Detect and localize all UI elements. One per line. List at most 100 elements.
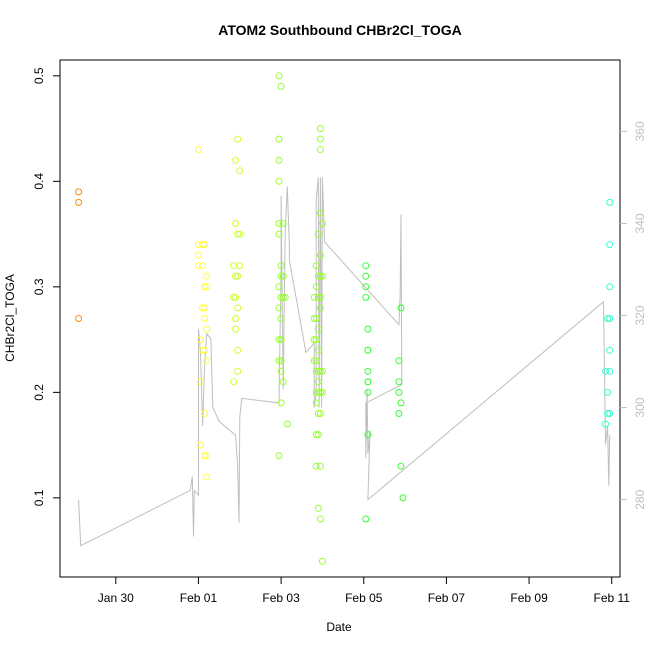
data-point	[75, 188, 83, 196]
data-point	[397, 399, 405, 407]
data-point	[318, 220, 326, 227]
data-point	[275, 156, 283, 164]
data-point	[316, 304, 324, 312]
data-point	[316, 251, 324, 259]
y-tick-label: 0.2	[32, 384, 46, 401]
y2-tick-label: 280	[633, 489, 647, 509]
data-point	[236, 167, 244, 175]
data-point	[604, 410, 612, 417]
y2-tick-label: 300	[633, 397, 647, 417]
data-point	[316, 125, 324, 133]
data-point	[312, 399, 320, 407]
data-point	[201, 304, 209, 312]
secondary-series-line	[78, 177, 611, 547]
data-point	[279, 220, 287, 227]
data-point	[279, 272, 287, 280]
data-point	[604, 388, 612, 396]
plot-frame	[59, 59, 621, 578]
secondary-series	[78, 177, 611, 547]
data-point	[199, 346, 207, 354]
data-point	[195, 262, 202, 270]
data-point	[275, 220, 283, 227]
data-point	[277, 293, 285, 301]
data-point	[275, 357, 283, 365]
data-point	[362, 283, 370, 291]
data-point	[275, 230, 283, 238]
data-point	[312, 431, 320, 439]
y-axis: 0.1 0.2 0.3 0.4 0.5	[32, 67, 60, 506]
data-point	[316, 209, 324, 217]
y-axis-label: CHBr2Cl_TOGA	[3, 274, 17, 362]
data-point	[277, 399, 285, 407]
data-point	[362, 293, 370, 301]
y2-tick-label: 360	[633, 121, 647, 141]
data-point	[395, 357, 403, 365]
data-point	[197, 441, 204, 449]
data-point	[197, 378, 204, 386]
data-point	[277, 357, 285, 365]
data-point	[201, 241, 209, 249]
data-point	[203, 357, 211, 365]
data-point	[362, 272, 370, 280]
data-point	[283, 420, 291, 428]
data-point	[606, 198, 614, 206]
chart-title: ATOM2 Southbound CHBr2Cl_TOGA	[218, 22, 461, 38]
data-point	[195, 251, 202, 259]
data-point	[316, 367, 324, 375]
y2-tick-label: 320	[633, 305, 647, 325]
data-point	[318, 367, 326, 375]
data-point	[314, 325, 322, 333]
data-point	[316, 272, 324, 280]
data-point	[316, 388, 324, 396]
data-point	[310, 315, 318, 322]
data-point	[199, 262, 207, 270]
data-point	[312, 336, 320, 344]
data-point	[395, 410, 403, 417]
y-tick-label: 0.5	[32, 67, 46, 84]
data-point	[606, 367, 614, 375]
data-point	[312, 315, 320, 322]
data-point	[75, 315, 83, 322]
data-point	[232, 272, 240, 280]
x-tick-label: Feb 11	[593, 591, 630, 605]
y-tick-label: 0.4	[32, 173, 46, 190]
data-point	[234, 346, 242, 354]
data-point	[314, 410, 322, 417]
x-tick-label: Feb 03	[262, 591, 300, 605]
x-tick-label: Feb 07	[428, 591, 466, 605]
data-point	[316, 515, 324, 523]
x-tick-label: Feb 05	[345, 591, 383, 605]
data-point	[312, 283, 320, 291]
data-point	[316, 146, 324, 154]
y2-tick-label: 340	[633, 213, 647, 233]
data-point	[277, 336, 285, 344]
x-tick-label: Jan 30	[98, 591, 134, 605]
data-point	[362, 262, 370, 270]
data-point	[275, 304, 283, 312]
data-point	[275, 72, 283, 80]
data-point	[201, 315, 209, 322]
data-point	[203, 452, 211, 460]
data-point	[397, 304, 405, 312]
data-point	[606, 410, 614, 417]
data-point	[314, 431, 322, 439]
y-tick-label: 0.1	[32, 489, 46, 506]
data-point	[314, 346, 322, 354]
data-point	[236, 230, 244, 238]
data-point	[197, 336, 204, 344]
data-point	[201, 410, 209, 417]
data-point	[604, 315, 612, 322]
data-point	[279, 378, 287, 386]
data-point	[606, 346, 614, 354]
data-point	[275, 135, 283, 143]
data-point	[364, 431, 372, 439]
data-point	[203, 283, 211, 291]
data-point	[602, 420, 609, 428]
data-point	[312, 357, 320, 365]
data-point	[310, 336, 318, 344]
data-point	[232, 315, 240, 322]
data-point	[234, 135, 242, 143]
data-point	[279, 293, 287, 301]
x-axis-label: Date	[326, 620, 352, 634]
data-point	[195, 146, 202, 154]
